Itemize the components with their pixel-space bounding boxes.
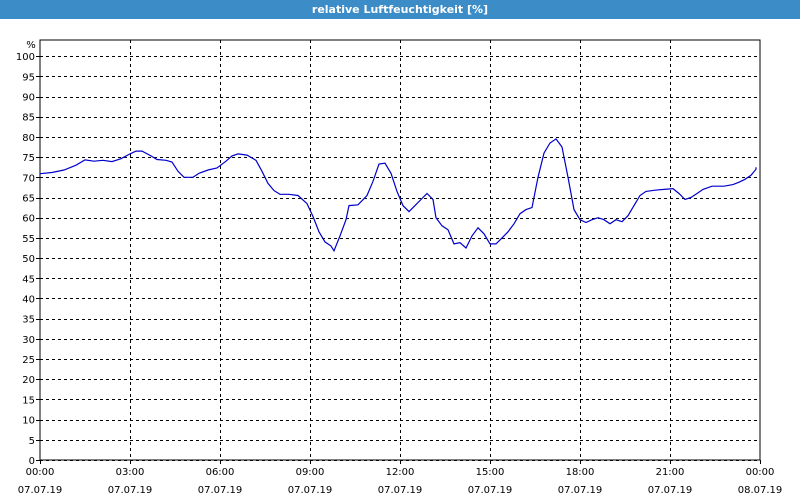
x-tick-label-date: 07.07.19 xyxy=(378,485,423,496)
y-tick-label: 40 xyxy=(22,294,35,305)
x-tick-label-time: 00:00 xyxy=(746,467,775,478)
y-tick-label: 65 xyxy=(22,194,35,205)
y-tick-label: 45 xyxy=(22,274,35,285)
x-tick-label-date: 07.07.19 xyxy=(648,485,693,496)
x-tick-label-date: 07.07.19 xyxy=(468,485,513,496)
humidity-chart: 0 5 10 15 20 25 30 35 40 45 50 55 60 65 70 75 80 85 90 95 10… xyxy=(16,39,783,496)
y-tick-label: 70 xyxy=(22,173,35,184)
x-tick-label-time: 09:00 xyxy=(296,467,325,478)
y-tick-label: 30 xyxy=(22,335,35,346)
y-tick-label: 5 xyxy=(29,436,35,447)
grid-lines xyxy=(40,40,760,461)
y-tick-label: 80 xyxy=(22,133,35,144)
y-tick-label: 85 xyxy=(22,113,35,124)
series-line-humidity xyxy=(39,138,757,253)
y-tick-label: 95 xyxy=(22,72,35,83)
x-tick-label-time: 00:00 xyxy=(26,467,55,478)
x-tick-label-date: 08.07.19 xyxy=(738,485,783,496)
y-axis-label: % xyxy=(26,40,36,51)
y-tick-label: 100 xyxy=(16,52,35,63)
x-tick-label-time: 15:00 xyxy=(476,467,505,478)
y-tick-label: 35 xyxy=(22,315,35,326)
x-tick-label-time: 12:00 xyxy=(386,467,415,478)
chart-area: 0 5 10 15 20 25 30 35 40 45 50 55 60 65 70 75 80 85 90 95 10… xyxy=(0,19,800,500)
x-tick-label-time: 03:00 xyxy=(116,467,145,478)
y-tick-label: 55 xyxy=(22,234,35,245)
y-tick-label: 0 xyxy=(29,456,35,467)
x-tick-label-time: 18:00 xyxy=(566,467,595,478)
x-tick-label-date: 07.07.19 xyxy=(288,485,333,496)
y-tick-label: 25 xyxy=(22,355,35,366)
x-tick-label-date: 07.07.19 xyxy=(18,485,63,496)
y-tick-label: 10 xyxy=(22,416,35,427)
y-tick-label: 50 xyxy=(22,254,35,265)
y-axis-ticks: 0 5 10 15 20 25 30 35 40 45 50 55 60 65 70 75 80 85 90 95 10… xyxy=(16,52,40,467)
x-tick-label-date: 07.07.19 xyxy=(108,485,153,496)
x-axis-ticks: 00:00 07.07.19 03:00 07.07.19 06:00 07.07.19 0… xyxy=(18,460,783,496)
x-tick-label-date: 07.07.19 xyxy=(198,485,243,496)
y-tick-label: 60 xyxy=(22,214,35,225)
x-tick-label-time: 06:00 xyxy=(206,467,235,478)
y-tick-label: 75 xyxy=(22,153,35,164)
x-tick-label-time: 21:00 xyxy=(656,467,685,478)
y-tick-label: 90 xyxy=(22,93,35,104)
y-tick-label: 15 xyxy=(22,395,35,406)
y-tick-label: 20 xyxy=(22,375,35,386)
chart-title: relative Luftfeuchtigkeit [%] xyxy=(0,0,800,19)
x-tick-label-date: 07.07.19 xyxy=(558,485,603,496)
